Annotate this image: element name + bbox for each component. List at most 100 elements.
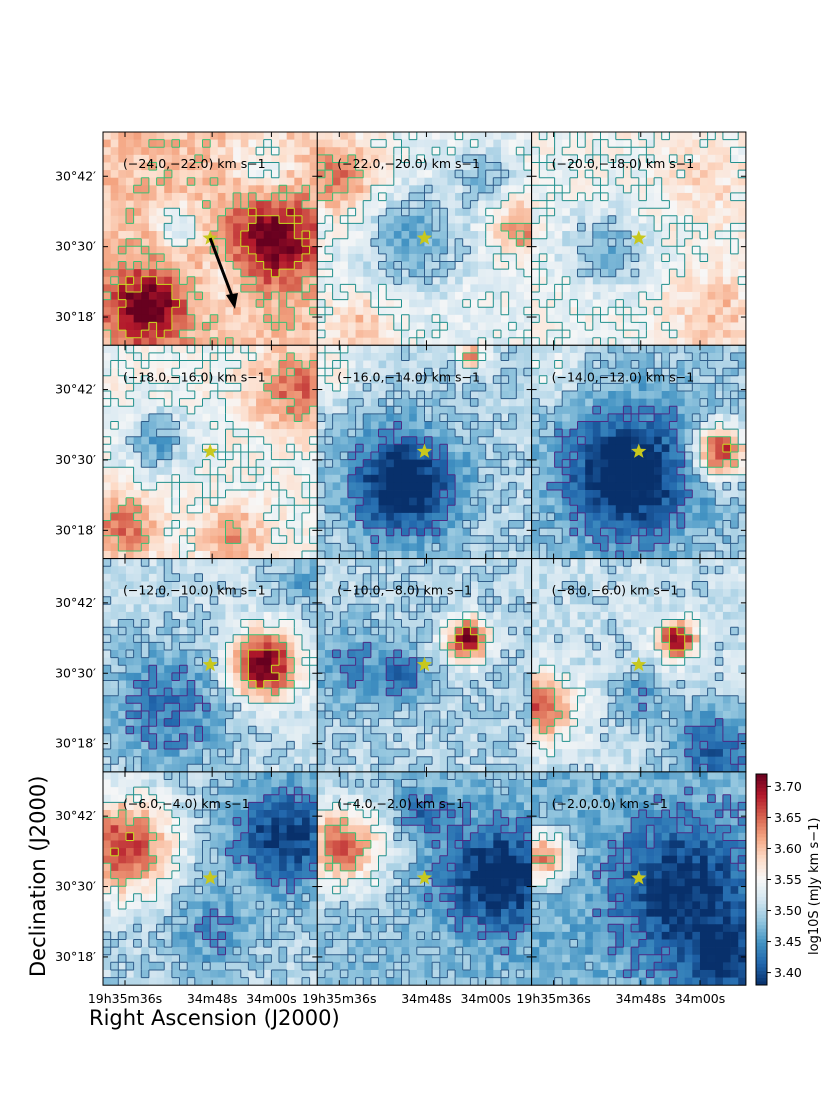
pixel-cell — [646, 482, 654, 490]
pixel-cell — [279, 421, 287, 429]
pixel-cell — [264, 543, 272, 551]
pixel-cell — [195, 178, 203, 186]
pixel-cell — [493, 475, 501, 483]
pixel-cell — [555, 185, 563, 193]
pixel-cell — [417, 269, 425, 277]
pixel-cell — [623, 437, 631, 445]
pixel-cell — [203, 292, 211, 300]
pixel-cell — [356, 353, 364, 361]
pixel-cell — [264, 170, 272, 178]
pixel-cell — [126, 330, 134, 338]
pixel-cell — [723, 513, 731, 521]
pixel-cell — [738, 170, 746, 178]
pixel-cell — [593, 307, 601, 315]
pixel-cell — [501, 216, 509, 224]
pixel-cell — [555, 277, 563, 285]
pixel-cell — [578, 551, 586, 559]
pixel-cell — [256, 475, 264, 483]
pixel-cell — [218, 284, 226, 292]
pixel-cell — [172, 201, 180, 209]
pixel-cell — [394, 292, 402, 300]
pixel-cell — [271, 361, 279, 369]
pixel-cell — [256, 201, 264, 209]
pixel-cell — [180, 543, 188, 551]
pixel-cell — [118, 437, 126, 445]
pixel-cell — [241, 460, 249, 468]
pixel-cell — [256, 498, 264, 506]
pixel-cell — [463, 521, 471, 529]
pixel-cell — [340, 513, 348, 521]
pixel-cell — [463, 475, 471, 483]
pixel-cell — [616, 231, 624, 239]
pixel-cell — [501, 368, 509, 376]
pixel-cell — [379, 269, 387, 277]
pixel-cell — [486, 262, 494, 270]
pixel-cell — [134, 597, 142, 605]
pixel-cell — [187, 414, 195, 422]
pixel-cell — [509, 254, 517, 262]
pixel-cell — [141, 467, 149, 475]
pixel-cell — [692, 383, 700, 391]
pixel-cell — [631, 292, 639, 300]
pixel-cell — [256, 284, 264, 292]
pixel-cell — [539, 185, 547, 193]
pixel-cell — [356, 338, 364, 346]
pixel-cell — [424, 429, 432, 437]
pixel-cell — [279, 216, 287, 224]
pixel-cell — [126, 597, 134, 605]
pixel-cell — [126, 406, 134, 414]
pixel-cell — [287, 269, 295, 277]
pixel-cell — [493, 185, 501, 193]
pixel-cell — [149, 300, 157, 308]
pixel-cell — [379, 193, 387, 201]
pixel-cell — [371, 536, 379, 544]
pixel-cell — [509, 475, 517, 483]
pixel-cell — [631, 429, 639, 437]
pixel-cell — [578, 239, 586, 247]
pixel-cell — [195, 429, 203, 437]
pixel-cell — [723, 147, 731, 155]
pixel-cell — [715, 376, 723, 384]
pixel-cell — [547, 292, 555, 300]
pixel-cell — [333, 193, 341, 201]
pixel-cell — [264, 277, 272, 285]
pixel-cell — [478, 262, 486, 270]
pixel-cell — [386, 498, 394, 506]
pixel-cell — [677, 262, 685, 270]
pixel-cell — [708, 467, 716, 475]
pixel-cell — [302, 391, 310, 399]
pixel-cell — [126, 315, 134, 323]
pixel-cell — [348, 315, 356, 323]
pixel-cell — [455, 185, 463, 193]
pixel-cell — [348, 269, 356, 277]
pixel-cell — [164, 490, 172, 498]
pixel-cell — [486, 155, 494, 163]
pixel-cell — [103, 322, 111, 330]
pixel-cell — [317, 170, 325, 178]
pixel-cell — [708, 292, 716, 300]
pixel-cell — [616, 178, 624, 186]
pixel-cell — [685, 239, 693, 247]
pixel-cell — [731, 345, 739, 353]
pixel-cell — [501, 536, 509, 544]
pixel-cell — [386, 246, 394, 254]
pixel-cell — [616, 406, 624, 414]
pixel-cell — [486, 482, 494, 490]
pixel-cell — [654, 300, 662, 308]
pixel-cell — [669, 467, 677, 475]
pixel-cell — [149, 315, 157, 323]
pixel-cell — [241, 521, 249, 529]
pixel-cell — [524, 513, 532, 521]
pixel-cell — [333, 147, 341, 155]
pixel-cell — [417, 216, 425, 224]
pixel-cell — [302, 574, 310, 582]
pixel-cell — [363, 437, 371, 445]
pixel-cell — [294, 437, 302, 445]
pixel-cell — [157, 482, 165, 490]
pixel-cell — [738, 414, 746, 422]
pixel-cell — [218, 490, 226, 498]
pixel-cell — [708, 162, 716, 170]
pixel-cell — [294, 391, 302, 399]
pixel-cell — [692, 353, 700, 361]
pixel-cell — [600, 300, 608, 308]
